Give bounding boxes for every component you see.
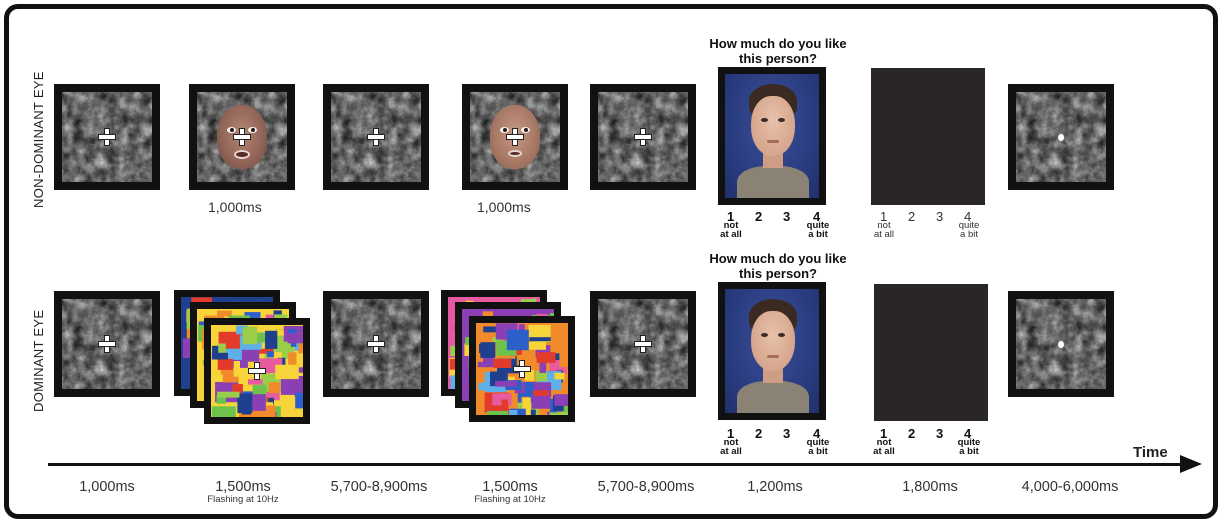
- fixation-cross-icon: [99, 336, 115, 352]
- time-axis: [48, 463, 1186, 466]
- paradigm-frame: [4, 4, 1218, 519]
- row-label-dominant-eye: DOMINANT EYE: [31, 309, 46, 412]
- timing-step-1: 1,000ms: [79, 479, 135, 495]
- noise-panel-nd-1: [54, 84, 160, 190]
- face-panel-nd-1: [189, 84, 295, 190]
- noise-panel-nd-2: [323, 84, 429, 190]
- timing-step-4: 1,500ms: [482, 479, 538, 495]
- neutral-face-icon: [751, 96, 795, 156]
- timing-step-2: 1,500ms: [215, 479, 271, 495]
- fixation-cross-icon: [249, 363, 265, 379]
- fearful-face-icon: [217, 105, 267, 169]
- mondrian-mask-stack-2: [441, 290, 581, 430]
- noise-panel-d-3: [590, 291, 696, 397]
- mondrian-mask-stack-1: [174, 290, 314, 430]
- rating-question-top: How much do you like this person?: [709, 36, 847, 66]
- neutral-face-icon: [751, 311, 795, 371]
- timing-step-7: 1,800ms: [902, 479, 958, 495]
- rating-scale-d-blank: 1 2 3 4 not at all quite a bit: [873, 426, 981, 457]
- timing-face-nd-1: 1,000ms: [208, 199, 262, 215]
- noise-panel-nd-3: [590, 84, 696, 190]
- arrow-right-icon: [1180, 455, 1202, 473]
- blank-response-screen-nd: [871, 68, 985, 205]
- fixation-cross-icon: [635, 129, 651, 145]
- row-label-non-dominant-eye: NON-DOMINANT EYE: [31, 71, 46, 208]
- timing-step-6: 1,200ms: [747, 479, 803, 495]
- timing-step-8: 4,000-6,000ms: [1021, 479, 1119, 495]
- target-face-photo-nd: [718, 67, 826, 205]
- timing-step-5: 5,700-8,900ms: [597, 479, 695, 495]
- fixation-cross-icon: [368, 129, 384, 145]
- fixation-cross-icon: [368, 336, 384, 352]
- rating-scale-nd-blank: 1 2 3 4 not at all quite a bit: [873, 209, 980, 240]
- timing-step-2-note: Flashing at 10Hz: [207, 494, 279, 505]
- rating-question-bottom: How much do you like this person?: [709, 251, 847, 281]
- fixation-cross-icon: [514, 361, 530, 377]
- rating-scale-d-photo: 1 2 3 4 not at all quite a bit: [720, 426, 830, 457]
- fixation-cross-icon: [635, 336, 651, 352]
- timing-step-3: 5,700-8,900ms: [330, 479, 428, 495]
- face-panel-nd-2: [462, 84, 568, 190]
- noise-panel-d-2: [323, 291, 429, 397]
- fixation-cross-icon: [507, 129, 523, 145]
- probe-panel-d: [1008, 291, 1114, 397]
- probe-dot-icon: [1058, 134, 1064, 141]
- time-axis-label: Time: [1133, 444, 1168, 461]
- probe-panel-nd: [1008, 84, 1114, 190]
- target-face-photo-d: [718, 282, 826, 420]
- timing-step-4-note: Flashing at 10Hz: [474, 494, 546, 505]
- probe-dot-icon: [1058, 341, 1064, 348]
- blank-response-screen-d: [874, 284, 988, 421]
- fixation-cross-icon: [99, 129, 115, 145]
- noise-panel-d-1: [54, 291, 160, 397]
- fixation-cross-icon: [234, 129, 250, 145]
- rating-scale-nd-photo: 1 2 3 4 not at all quite a bit: [720, 209, 830, 240]
- timing-face-nd-2: 1,000ms: [477, 199, 531, 215]
